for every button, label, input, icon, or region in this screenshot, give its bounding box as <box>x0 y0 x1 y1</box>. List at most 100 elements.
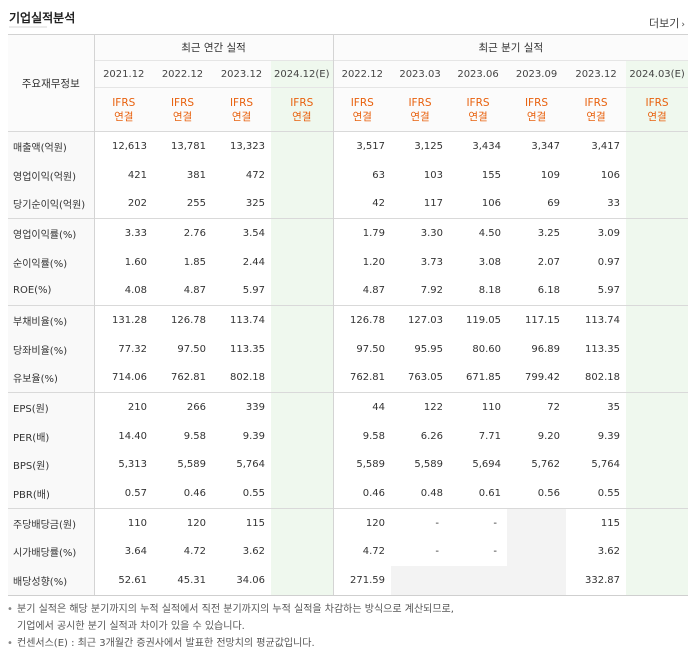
table-row: 주당배당금(원) 110 120 115 120- -115 <box>8 507 689 538</box>
value-cell: 44 <box>333 392 392 422</box>
value-cell: 113.74 <box>212 305 271 335</box>
value-cell: 5,762 <box>531 459 561 471</box>
period-header: 2024.12(E) <box>271 60 334 88</box>
value-cell: 119.05 <box>449 305 508 335</box>
ifrs-label: IFRS <box>290 96 314 109</box>
value-cell: 69 <box>547 198 561 210</box>
table-row: 매출액(억원) 12,613 13,781 13,323 3,517 3,125 3,434… <box>8 130 689 161</box>
value-cell: 110 <box>94 507 153 538</box>
value-cell: 126.78 <box>333 305 392 335</box>
value-cell: 131.28 <box>94 305 153 335</box>
value-cell: 52.61 <box>94 566 153 597</box>
value-cell: 80.60 <box>472 343 502 355</box>
more-link[interactable]: 더보기 › <box>649 15 685 31</box>
value-cell: 271.59 <box>333 566 392 597</box>
value-cell: 4.72 <box>362 546 386 558</box>
value-cell: 2.44 <box>242 256 265 268</box>
period-header: 2023.06 <box>449 60 508 88</box>
consolidated-label: 연결 <box>586 110 606 123</box>
consolidated-label: 연결 <box>231 110 252 123</box>
footnotes: • 분기 실적은 해당 분기까지의 누적 실적에서 직전 분기까지의 누적 실적을… <box>7 601 454 652</box>
title-underline <box>9 26 47 28</box>
value-cell: 120 <box>333 507 392 538</box>
row-label: 배당성향(%) <box>8 566 95 597</box>
table-row: 유보율(%) 714.06 762.81 802.18 762.81 763.05 671.… <box>8 363 689 393</box>
label-column-header: 주요재무정보 <box>8 34 95 132</box>
value-cell <box>271 507 334 538</box>
value-cell: 106 <box>600 169 621 181</box>
value-cell: 72 <box>507 392 567 422</box>
value-cell <box>271 566 334 597</box>
value-cell: 126.78 <box>153 305 212 335</box>
value-cell: 4.50 <box>449 218 508 248</box>
value-cell: 671.85 <box>466 372 502 384</box>
value-cell: 3,347 <box>507 130 567 161</box>
value-cell: 127.03 <box>391 305 450 335</box>
value-cell: 109 <box>540 169 561 181</box>
value-cell <box>626 334 689 364</box>
value-cell <box>626 566 689 597</box>
value-cell: 421 <box>127 169 147 181</box>
value-cell <box>626 507 689 538</box>
value-cell <box>626 218 689 248</box>
value-cell: 0.61 <box>478 488 502 500</box>
value-cell: 33 <box>607 198 621 210</box>
ifrs-basis-label: IFRS 연결 <box>94 87 153 132</box>
table-row: 당기순이익(억원) 202 255 325 42 117 106 69 33 <box>8 189 689 219</box>
period-header: 2023.12 <box>212 60 271 88</box>
table-row: ROE(%) 4.08 4.87 5.97 4.87 7.92 8.18 6.18 5.97 <box>8 276 689 306</box>
row-label: BPS(원) <box>8 450 95 480</box>
value-cell <box>271 421 334 451</box>
value-cell: 117 <box>423 198 444 210</box>
value-cell: 2.76 <box>153 218 212 248</box>
value-cell: 35 <box>566 392 627 422</box>
value-cell: 13,781 <box>153 130 212 161</box>
value-cell <box>271 160 334 190</box>
value-cell: 3.54 <box>212 218 271 248</box>
ifrs-basis-label: IFRS 연결 <box>391 87 450 132</box>
table-row: 부채비율(%) 131.28 126.78 113.74 126.78 127.03 119… <box>8 305 689 335</box>
more-label[interactable]: 더보기 <box>649 17 680 30</box>
value-cell: 45.31 <box>153 566 212 597</box>
value-cell: 3.62 <box>242 546 265 558</box>
value-cell: 5,764 <box>236 459 265 471</box>
period-header: 2021.12 <box>94 60 153 88</box>
value-cell: 0.56 <box>537 488 561 500</box>
value-cell: 5.97 <box>597 285 621 297</box>
value-cell <box>271 450 334 480</box>
value-cell: 1.60 <box>124 256 147 268</box>
row-label: ROE(%) <box>8 276 95 306</box>
value-cell <box>271 305 334 335</box>
value-cell: 2.07 <box>537 256 561 268</box>
value-cell: 120 <box>153 507 212 538</box>
consolidated-label: 연결 <box>292 110 312 123</box>
value-cell: 3.64 <box>124 546 147 558</box>
value-cell: 155 <box>481 169 502 181</box>
value-cell: 110 <box>449 392 508 422</box>
value-cell: 802.18 <box>230 372 265 384</box>
value-cell: 4.72 <box>183 546 206 558</box>
row-label: 당좌비율(%) <box>8 334 95 364</box>
value-cell: 255 <box>186 198 206 210</box>
table-row: BPS(원) 5,313 5,589 5,764 5,589 5,589 5,694 5,76… <box>8 450 689 480</box>
ifrs-label: IFRS <box>408 96 432 109</box>
value-cell <box>626 247 689 277</box>
value-cell: 3.25 <box>507 218 567 248</box>
value-cell: 762.81 <box>171 372 206 384</box>
footnote-1-cont: 기업에서 공시한 분기 실적과 차이가 있을 수 있습니다. <box>17 621 245 632</box>
row-label: PBR(배) <box>8 479 95 509</box>
footnote-1: • 분기 실적은 해당 분기까지의 누적 실적에서 직전 분기까지의 누적 실적을… <box>7 604 454 615</box>
value-cell: - <box>449 507 508 538</box>
value-cell: 97.50 <box>356 343 386 355</box>
row-label: 시가배당률(%) <box>8 537 95 567</box>
value-cell: 77.32 <box>118 343 147 355</box>
value-cell <box>271 363 334 393</box>
row-label: PER(배) <box>8 421 95 451</box>
table-row: PER(배) 14.40 9.58 9.39 9.58 6.26 7.71 9.20 9.39 <box>8 421 689 451</box>
value-cell: 5,589 <box>414 459 444 471</box>
consolidated-label: 연결 <box>526 110 547 123</box>
value-cell: 9.20 <box>537 430 561 442</box>
value-cell: 332.87 <box>566 566 627 597</box>
value-cell: 0.48 <box>420 488 444 500</box>
value-cell: 122 <box>391 392 450 422</box>
